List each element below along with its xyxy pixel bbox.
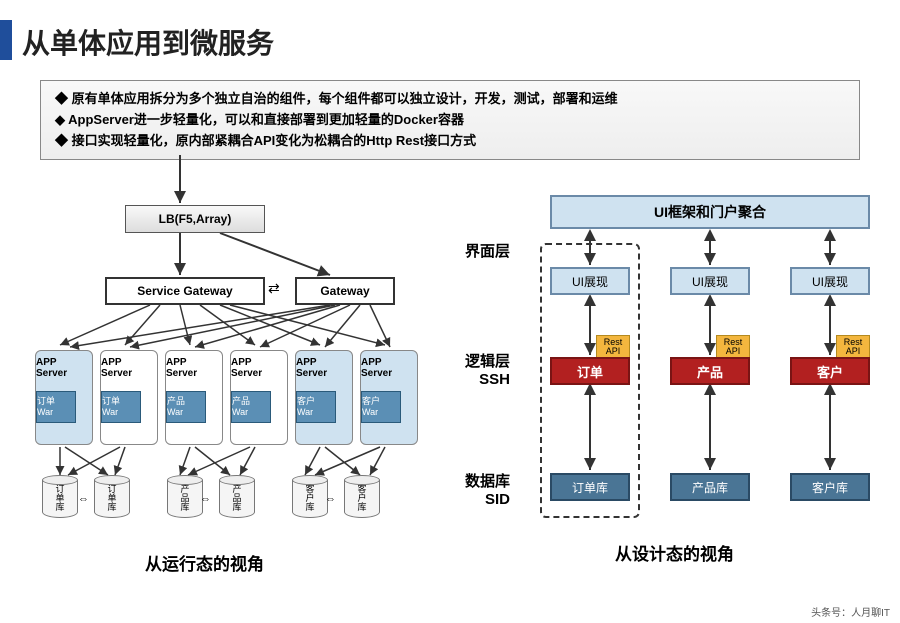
layer-label-logic: 逻辑层 SSH xyxy=(450,350,510,388)
bullet-item: AppServer进一步轻量化，可以和直接部署到更加轻量的Docker容器 xyxy=(55,110,845,131)
server-label: APPServer xyxy=(361,357,417,379)
logic-node: 产品 xyxy=(670,357,750,385)
swap-icon: ⇄ xyxy=(268,280,280,297)
rest-api-badge: RestAPI xyxy=(596,335,630,359)
db-label: 产品库 xyxy=(219,480,255,518)
right-subtitle: 从设计态的视角 xyxy=(615,540,734,565)
layer-label-db: 数据库 SID xyxy=(450,470,510,508)
layer-label-ui: 界面层 xyxy=(450,240,510,261)
db-label: 客户库 xyxy=(344,480,380,518)
db-label: 客户库 xyxy=(292,480,328,518)
left-subtitle: 从运行态的视角 xyxy=(145,550,264,575)
database-cylinder: 客户库 xyxy=(292,475,328,520)
database-cylinder: 订单库 xyxy=(42,475,78,520)
db-node: 订单库 xyxy=(550,473,630,501)
database-cylinder: 订单库 xyxy=(94,475,130,520)
app-server-node: APPServer 订单War xyxy=(35,350,93,445)
database-cylinder: 产品库 xyxy=(219,475,255,520)
app-server-node: APPServer 订单War xyxy=(100,350,158,445)
war-badge: 产品War xyxy=(231,391,271,423)
war-badge: 客户War xyxy=(361,391,401,423)
app-server-node: APPServer 产品War xyxy=(230,350,288,445)
ui-present-node: UI展现 xyxy=(790,267,870,295)
server-label: APPServer xyxy=(101,357,157,379)
war-badge: 产品War xyxy=(166,391,206,423)
bullet-item: 原有单体应用拆分为多个独立自治的组件，每个组件都可以独立设计，开发，测试，部署和… xyxy=(55,89,845,110)
database-cylinder: 产品库 xyxy=(167,475,203,520)
server-label: APPServer xyxy=(36,357,92,379)
db-label: 订单库 xyxy=(94,480,130,518)
ui-framework-node: UI框架和门户聚合 xyxy=(550,195,870,229)
runtime-diagram: LB(F5,Array) Service Gateway Gateway ⇄ A… xyxy=(30,155,450,575)
page-title: 从单体应用到微服务 xyxy=(22,22,274,62)
logic-node: 订单 xyxy=(550,357,630,385)
app-server-node: APPServer 客户War xyxy=(360,350,418,445)
server-label: APPServer xyxy=(231,357,287,379)
design-diagram: UI框架和门户聚合 界面层 逻辑层 SSH 数据库 SID UI展现RestAP… xyxy=(455,185,895,575)
title-accent xyxy=(0,20,12,60)
db-node: 客户库 xyxy=(790,473,870,501)
war-badge: 客户War xyxy=(296,391,336,423)
database-cylinder: 客户库 xyxy=(344,475,380,520)
rest-api-badge: RestAPI xyxy=(716,335,750,359)
war-badge: 订单War xyxy=(36,391,76,423)
db-label: 订单库 xyxy=(42,480,78,518)
app-server-node: APPServer 客户War xyxy=(295,350,353,445)
swap-icon: ⇔ xyxy=(78,493,89,505)
bullet-item: 接口实现轻量化，原内部紧耦合API变化为松耦合的Http Rest接口方式 xyxy=(55,131,845,152)
server-label: APPServer xyxy=(296,357,352,379)
service-gateway-node: Service Gateway xyxy=(105,277,265,305)
bullet-list: 原有单体应用拆分为多个独立自治的组件，每个组件都可以独立设计，开发，测试，部署和… xyxy=(40,80,860,160)
lb-node: LB(F5,Array) xyxy=(125,205,265,233)
ui-present-node: UI展现 xyxy=(670,267,750,295)
gateway-node: Gateway xyxy=(295,277,395,305)
rest-api-badge: RestAPI xyxy=(836,335,870,359)
swap-icon: ⇔ xyxy=(200,493,211,505)
footer-credit: 头条号：人月聊IT xyxy=(811,604,890,619)
db-label: 产品库 xyxy=(167,480,203,518)
server-label: APPServer xyxy=(166,357,222,379)
logic-node: 客户 xyxy=(790,357,870,385)
db-node: 产品库 xyxy=(670,473,750,501)
swap-icon: ⇔ xyxy=(325,493,336,505)
war-badge: 订单War xyxy=(101,391,141,423)
app-server-node: APPServer 产品War xyxy=(165,350,223,445)
ui-present-node: UI展现 xyxy=(550,267,630,295)
